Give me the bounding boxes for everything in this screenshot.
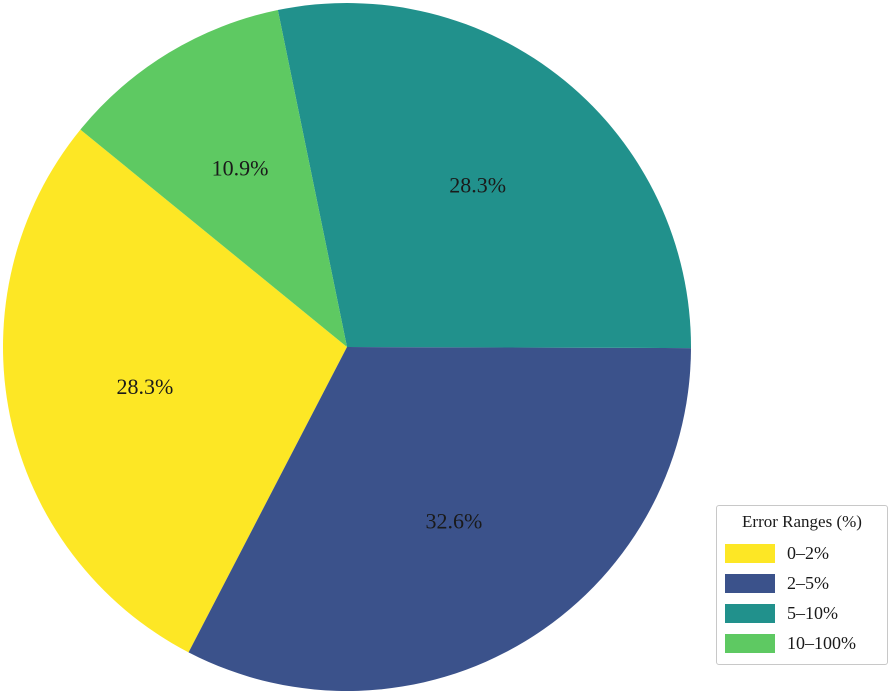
pie-slice-2-5 xyxy=(188,347,691,691)
legend-item-10-100: 10–100% xyxy=(725,628,879,658)
pie-slice-5-10 xyxy=(277,3,691,349)
legend-label-5-10: 5–10% xyxy=(787,602,838,623)
legend-label-10-100: 10–100% xyxy=(787,632,856,653)
legend-title: Error Ranges (%) xyxy=(742,512,862,531)
legend-swatch-2-5 xyxy=(725,573,775,593)
pie-label-0-2: 28.3% xyxy=(116,374,173,399)
pie-slice-0-2 xyxy=(3,129,348,653)
legend-swatch-0-2 xyxy=(725,543,775,563)
legend-item-5-10: 5–10% xyxy=(725,598,879,628)
chart-legend: Error Ranges (%) 0–2% 2–5% 5–10% 10–100% xyxy=(716,505,888,665)
legend-item-0-2: 0–2% xyxy=(725,538,879,568)
legend-label-0-2: 0–2% xyxy=(787,542,829,563)
pie-label-2-5: 32.6% xyxy=(426,509,483,534)
pie-labels: 28.3% 32.6% 28.3% 10.9% xyxy=(116,155,506,533)
pie-slices xyxy=(3,3,691,691)
legend-swatch-10-100 xyxy=(725,633,775,653)
legend-label-2-5: 2–5% xyxy=(787,572,829,593)
legend-item-2-5: 2–5% xyxy=(725,568,879,598)
legend-swatch-5-10 xyxy=(725,603,775,623)
pie-label-5-10: 28.3% xyxy=(449,172,506,197)
pie-label-10-100: 10.9% xyxy=(212,155,269,180)
pie-slice-10-100 xyxy=(80,10,347,348)
